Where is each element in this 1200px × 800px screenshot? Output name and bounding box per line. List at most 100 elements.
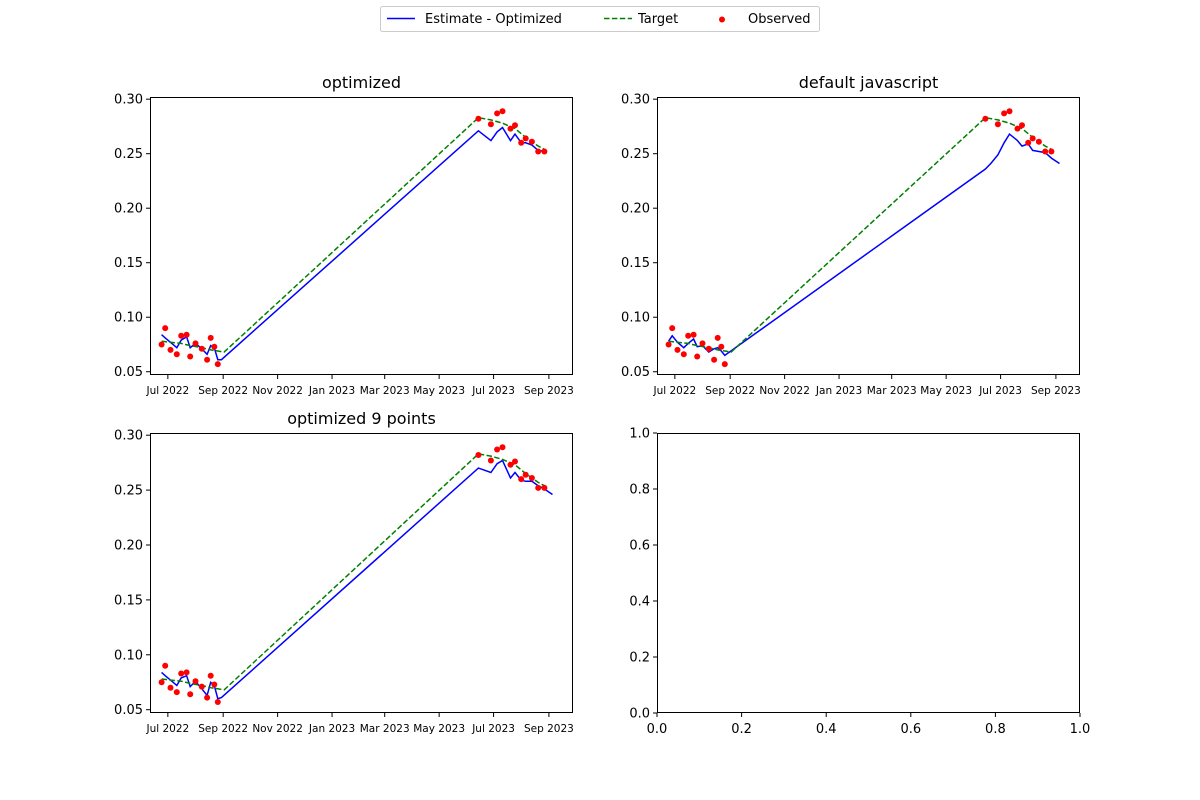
data-point bbox=[494, 446, 501, 453]
data-point bbox=[162, 662, 169, 669]
y-tick-label: 0.6 bbox=[629, 539, 650, 554]
x-tick-label: Jan 2023 bbox=[308, 385, 355, 397]
legend-observed-marker-icon bbox=[719, 16, 725, 23]
data-point bbox=[518, 139, 525, 146]
series-line-target bbox=[161, 453, 545, 691]
series-line-target bbox=[668, 116, 1052, 353]
data-point bbox=[499, 444, 506, 451]
series-line-estimate-optimized bbox=[161, 126, 545, 361]
y-tick-label: 0.0 bbox=[629, 707, 650, 722]
panel-optimized-9-points: optimized 9 points 0.05 0.10 0.15 0.20 0.25 0… bbox=[114, 409, 574, 735]
data-point bbox=[711, 356, 718, 363]
data-point bbox=[198, 683, 205, 690]
axes-frame bbox=[657, 97, 1080, 375]
y-tick-label: 0.10 bbox=[621, 311, 650, 326]
data-point bbox=[680, 351, 687, 358]
series-observed bbox=[665, 108, 1055, 368]
y-tick-label: 0.2 bbox=[629, 651, 650, 666]
x-tick-label: 0.2 bbox=[731, 722, 752, 737]
data-point bbox=[475, 115, 482, 122]
data-point bbox=[1025, 139, 1032, 146]
data-point bbox=[528, 138, 535, 145]
data-point bbox=[518, 476, 525, 483]
data-point bbox=[535, 484, 542, 491]
x-tick-label: Sep 2023 bbox=[524, 723, 574, 735]
y-tick-label: 0.15 bbox=[621, 256, 650, 271]
data-point bbox=[487, 121, 494, 128]
x-tick-label: Jan 2023 bbox=[308, 723, 355, 735]
axes-frame bbox=[150, 433, 573, 713]
x-tick-label: 0.6 bbox=[900, 722, 921, 737]
y-tick-label: 0.20 bbox=[114, 539, 143, 554]
data-point bbox=[994, 121, 1001, 128]
data-point bbox=[475, 452, 482, 458]
data-point bbox=[192, 340, 199, 347]
x-tick-label: Jan 2023 bbox=[815, 385, 862, 397]
legend-target-label: Target bbox=[637, 12, 678, 27]
y-tick-label: 1.0 bbox=[629, 427, 650, 442]
x-tick-label: Nov 2022 bbox=[759, 385, 810, 397]
data-point bbox=[183, 331, 190, 338]
y-tick-label: 0.4 bbox=[629, 595, 650, 610]
x-tick-label: 0.4 bbox=[816, 722, 837, 737]
data-point bbox=[685, 332, 692, 339]
x-tick-label: Sep 2022 bbox=[198, 723, 248, 735]
x-tick-label: Jul 2022 bbox=[145, 723, 189, 735]
data-point bbox=[674, 346, 681, 353]
data-point bbox=[541, 484, 548, 491]
data-point bbox=[714, 334, 721, 341]
data-point bbox=[699, 340, 706, 347]
y-tick-label: 0.20 bbox=[621, 202, 650, 217]
data-point bbox=[705, 345, 712, 352]
data-point bbox=[694, 353, 701, 360]
y-tick-label: 0.10 bbox=[114, 648, 143, 663]
legend-observed-label: Observed bbox=[748, 12, 811, 27]
data-point bbox=[512, 458, 518, 465]
data-point bbox=[207, 672, 214, 679]
data-point bbox=[541, 148, 548, 155]
x-tick-label: 1.0 bbox=[1070, 722, 1091, 737]
y-tick-label: 0.20 bbox=[114, 202, 143, 217]
data-point bbox=[187, 691, 194, 698]
y-tick-label: 0.25 bbox=[621, 147, 650, 162]
y-tick-label: 0.30 bbox=[621, 93, 650, 108]
data-point bbox=[204, 356, 211, 363]
y-tick-label: 0.05 bbox=[621, 365, 650, 380]
x-tick-label: Mar 2023 bbox=[360, 385, 410, 397]
x-tick-label: 0.8 bbox=[985, 722, 1006, 737]
data-point bbox=[665, 341, 672, 348]
x-tick-label: Sep 2022 bbox=[198, 385, 248, 397]
y-tick-label: 0.25 bbox=[114, 147, 143, 162]
data-point bbox=[158, 341, 165, 348]
data-point bbox=[173, 351, 180, 358]
panel-title: optimized bbox=[322, 73, 401, 92]
series-line-target bbox=[161, 116, 545, 353]
data-point bbox=[512, 122, 518, 129]
data-point bbox=[198, 345, 205, 352]
data-point bbox=[173, 689, 180, 696]
y-tick-label: 0.05 bbox=[114, 703, 143, 718]
y-tick-label: 0.10 bbox=[114, 311, 143, 326]
figure-legend: Estimate - Optimized Target Observed bbox=[380, 6, 820, 32]
y-tick-label: 0.30 bbox=[114, 429, 143, 444]
axes-frame bbox=[657, 433, 1080, 713]
x-tick-label: 0.0 bbox=[647, 722, 668, 737]
x-tick-label: Jul 2022 bbox=[652, 385, 696, 397]
x-tick-label: Jul 2022 bbox=[145, 385, 189, 397]
data-point bbox=[187, 353, 194, 360]
y-tick-label: 0.25 bbox=[114, 484, 143, 499]
panel-title: optimized 9 points bbox=[287, 409, 436, 428]
x-tick-label: Mar 2023 bbox=[867, 385, 917, 397]
data-point bbox=[214, 361, 221, 368]
data-point bbox=[178, 332, 185, 339]
panel-default-javascript: default javascript 0.05 0.10 0.15 0.20 0.25 0… bbox=[621, 73, 1081, 397]
series-line-estimate-optimized bbox=[161, 459, 553, 700]
legend-estimate-label: Estimate - Optimized bbox=[425, 12, 562, 27]
x-tick-label: Sep 2022 bbox=[705, 385, 755, 397]
y-tick-label: 0.15 bbox=[114, 593, 143, 608]
x-tick-label: Jul 2023 bbox=[471, 723, 515, 735]
data-point bbox=[487, 457, 494, 464]
x-tick-label: May 2023 bbox=[413, 723, 465, 735]
data-point bbox=[211, 343, 218, 350]
